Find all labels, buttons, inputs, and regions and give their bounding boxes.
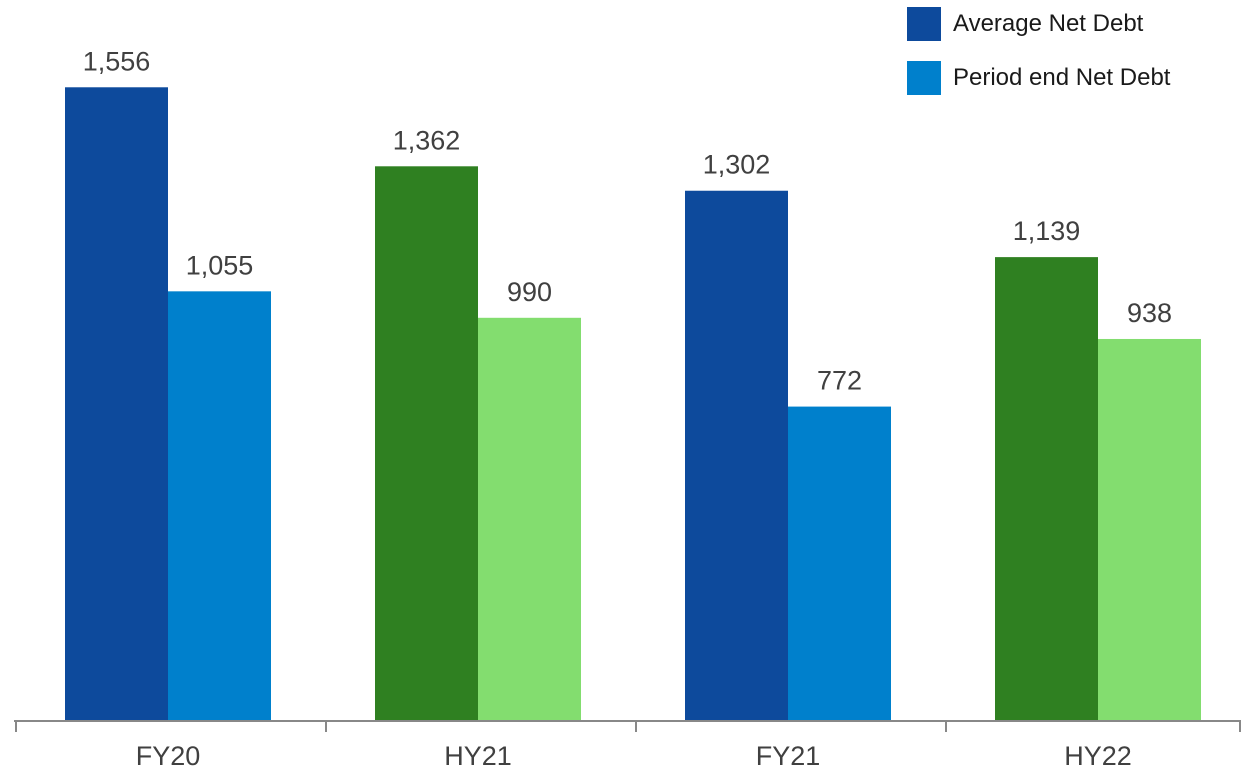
- value-label-hy21-period-end-net-debt: 990: [507, 277, 552, 307]
- bar-hy21-average-net-debt: [375, 166, 478, 721]
- x-tick-label-hy22: HY22: [1064, 741, 1132, 771]
- value-label-fy20-period-end-net-debt: 1,055: [186, 250, 254, 280]
- value-label-hy22-period-end-net-debt: 938: [1127, 298, 1172, 328]
- legend-swatch-period-end-net-debt: [907, 61, 941, 95]
- bar-hy22-average-net-debt: [995, 257, 1098, 721]
- legend-swatch-average-net-debt: [907, 7, 941, 41]
- value-label-hy22-average-net-debt: 1,139: [1013, 216, 1081, 246]
- bar-fy20-average-net-debt: [65, 87, 168, 722]
- value-label-fy21-average-net-debt: 1,302: [703, 150, 771, 180]
- legend-label-period-end-net-debt: Period end Net Debt: [953, 64, 1171, 91]
- value-labels-group: 1,556 1,055 1,362 990 1,302 772 1,139 938: [83, 46, 1172, 395]
- x-tick-label-fy20: FY20: [136, 741, 201, 771]
- bar-fy21-period-end-net-debt: [788, 406, 891, 721]
- x-tick-label-hy21: HY21: [444, 741, 512, 771]
- x-axis-tick-labels-group: FY20 HY21 FY21 HY22: [136, 741, 1132, 771]
- value-label-fy21-period-end-net-debt: 772: [817, 366, 862, 396]
- bar-hy21-period-end-net-debt: [478, 317, 581, 721]
- legend-item-average-net-debt: Average Net Debt: [907, 6, 1237, 42]
- x-axis-ticks-group: [15, 721, 1241, 732]
- bar-fy21-average-net-debt: [685, 190, 788, 722]
- bar-hy22-period-end-net-debt: [1098, 338, 1201, 721]
- value-label-fy20-average-net-debt: 1,556: [83, 46, 151, 76]
- x-tick-label-fy21: FY21: [756, 741, 821, 771]
- legend: Average Net Debt Period end Net Debt: [907, 6, 1237, 114]
- bar-fy20-period-end-net-debt: [168, 291, 271, 721]
- value-label-hy21-average-net-debt: 1,362: [393, 125, 461, 155]
- legend-item-period-end-net-debt: Period end Net Debt: [907, 60, 1237, 96]
- bars-group: [65, 87, 1201, 722]
- legend-label-average-net-debt: Average Net Debt: [953, 10, 1144, 37]
